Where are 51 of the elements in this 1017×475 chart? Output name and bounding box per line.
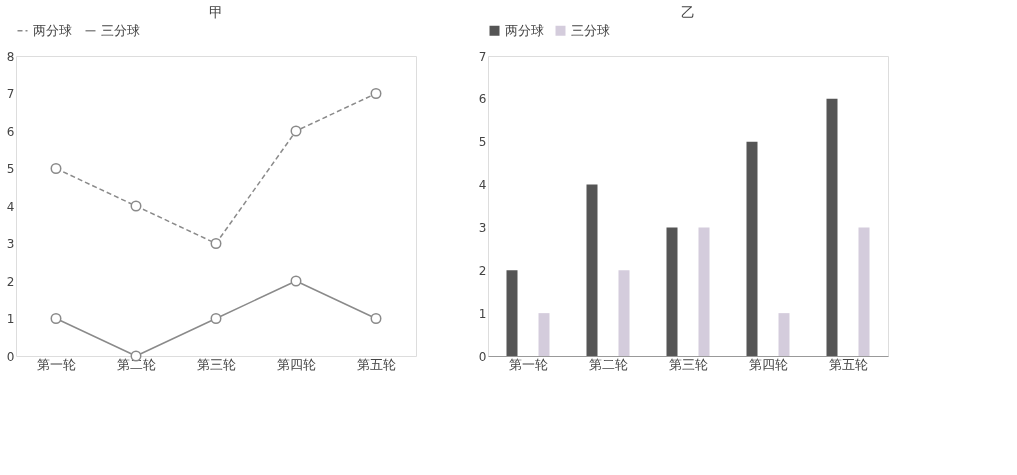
legend-label: 三分球	[571, 22, 610, 38]
point	[290, 275, 302, 287]
bar	[586, 184, 598, 356]
chart-title: 甲	[209, 4, 223, 20]
bar	[538, 313, 550, 356]
x-tick-label: 第一轮	[508, 356, 548, 372]
x-tick-label: 第五轮	[828, 356, 868, 372]
point	[130, 200, 142, 212]
bar	[746, 141, 758, 356]
y-tick-label: 4	[6, 199, 15, 214]
bar	[778, 313, 790, 356]
x-tick-label: 第三轮	[668, 356, 708, 372]
legend-label: 三分球	[101, 22, 140, 38]
y-tick-label: 1	[478, 306, 487, 321]
x-tick-label: 第五轮	[357, 356, 396, 372]
y-tick-label: 5	[478, 135, 487, 150]
bar	[858, 227, 870, 356]
y-tick-label: 3	[478, 220, 487, 235]
legend-label: 两分球	[33, 22, 72, 38]
y-tick-label: 3	[6, 237, 15, 251]
y-tick-label: 2	[6, 274, 15, 289]
point	[210, 238, 222, 249]
point	[290, 125, 302, 137]
bar	[506, 270, 518, 356]
y-tick-label: 5	[6, 162, 15, 176]
y-tick-label: 1	[6, 312, 15, 326]
bar	[666, 227, 678, 356]
x-tick-label: 第四轮	[277, 356, 316, 372]
y-tick-label: 8	[6, 49, 15, 64]
y-tick-label: 6	[478, 92, 487, 107]
point	[50, 313, 62, 324]
y-tick-label: 7	[478, 49, 487, 64]
point	[370, 313, 382, 324]
y-tick-label: 0	[6, 349, 15, 364]
bar	[826, 98, 838, 356]
chart-title: 乙	[681, 4, 695, 20]
x-tick-label: 第一轮	[37, 356, 76, 372]
y-tick-label: 7	[6, 87, 15, 101]
x-tick-label: 第三轮	[197, 356, 236, 372]
point	[50, 163, 62, 174]
y-tick-label: 0	[478, 349, 487, 364]
point	[210, 313, 222, 324]
point	[370, 88, 382, 99]
legend-label: 两分球	[505, 22, 544, 38]
y-tick-label: 2	[478, 263, 487, 278]
x-tick-label: 第二轮	[588, 356, 628, 372]
y-tick-label: 6	[6, 124, 15, 139]
y-tick-label: 4	[478, 178, 487, 193]
x-tick-label: 第四轮	[748, 356, 788, 372]
bar	[618, 270, 630, 356]
bar	[698, 227, 710, 356]
